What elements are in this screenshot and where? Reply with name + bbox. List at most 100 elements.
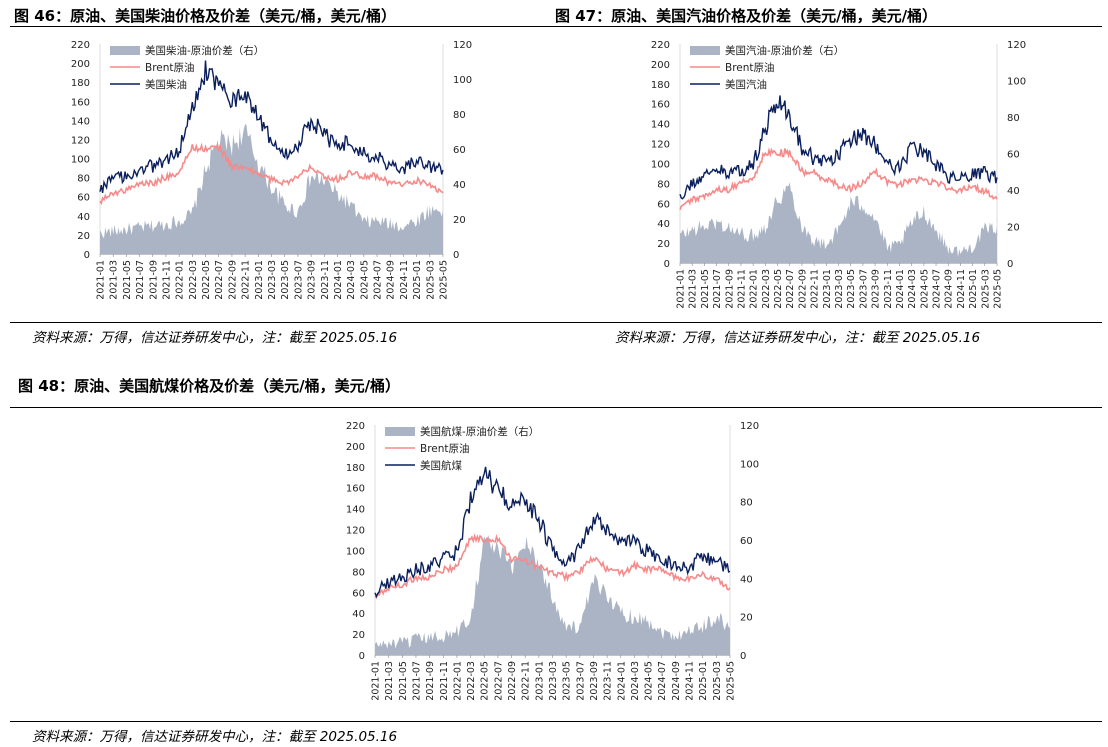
y-left-tick-label: 140 [71,116,90,127]
y-right-tick-label: 100 [1007,77,1026,88]
x-tick-label: 2023-01 [254,260,265,300]
y-left-tick-label: 160 [651,100,670,111]
y-right-tick-label: 120 [1007,40,1026,51]
x-tick-label: 2022-09 [227,260,238,300]
x-tick-label: 2021-07 [411,661,422,701]
y-left-tick-label: 160 [71,97,90,108]
x-tick-label: 2022-07 [785,269,796,309]
x-tick-label: 2023-03 [548,661,559,701]
series-product-line [679,95,998,200]
y-right-tick-label: 40 [1007,186,1020,197]
y-left-tick-label: 160 [346,484,365,495]
y-left-tick-label: 180 [71,78,90,89]
x-tick-label: 2024-11 [956,269,967,309]
legend-swatch-spread [110,46,140,55]
x-tick-label: 2025-03 [712,661,723,701]
x-tick-label: 2024-05 [359,260,370,300]
x-tick-label: 2025-05 [993,269,1004,309]
y-left-tick-label: 180 [651,80,670,91]
x-tick-label: 2024-01 [333,260,344,300]
y-right-tick-label: 100 [740,459,759,470]
y-left-tick-label: 120 [71,135,90,146]
x-tick-label: 2024-07 [373,260,384,300]
x-tick-label: 2024-07 [932,269,943,309]
y-right-tick-label: 60 [453,145,466,156]
figure-47-chart: 0 20 40 60 80 100 120 140 160 180 200 220 0 20 40 60 80 1… [651,40,1026,309]
x-tick-label: 2021-09 [148,260,159,300]
y-right-tick-label: 40 [453,180,466,191]
y-right-tick-label: 100 [453,75,472,86]
x-tick-label: 2022-05 [201,260,212,300]
legend-swatch-spread [385,427,415,436]
legend-label: 美国航煤 [420,459,462,472]
figure-48-title: 图 48：原油、美国航煤价格及价差（美元/桶，美元/桶） [18,377,401,395]
x-tick-label: 2023-01 [534,661,545,701]
x-tick-label: 2024-11 [399,260,410,300]
x-tick-label: 2025-01 [412,260,423,300]
figure-47-source: 资料来源：万得，信达证券研发中心，注：截至 2025.05.16 [615,330,981,346]
x-tick-label: 2021-07 [712,269,723,309]
x-tick-label: 2021-01 [96,260,107,300]
x-tick-label: 2025-01 [698,661,709,701]
x-tick-label: 2022-05 [480,661,491,701]
y-right-tick-label: 0 [740,651,746,662]
x-tick-label: 2023-05 [846,269,857,309]
series-spread-area [100,124,443,254]
x-tick-label: 2022-05 [773,269,784,309]
x-tick-label: 2021-01 [371,661,382,701]
y-left-tick-label: 140 [651,120,670,131]
x-tick-label: 2021-09 [425,661,436,701]
x-tick-label: 2023-05 [280,260,291,300]
legend-label: Brent原油 [145,61,195,74]
x-tick-label: 2022-07 [493,661,504,701]
legend-label: 美国柴油 [145,78,187,91]
y-left-tick-label: 80 [352,567,365,578]
figure-46-title: 图 46：原油、美国柴油价格及价差（美元/桶，美元/桶） [14,7,397,25]
y-left-tick-label: 220 [346,421,365,432]
figure-48-source: 资料来源：万得，信达证券研发中心，注：截至 2025.05.16 [32,729,398,745]
x-tick-label: 2021-11 [736,269,747,309]
x-tick-label: 2024-05 [919,269,930,309]
y-right-tick-label: 40 [740,574,753,585]
y-left-tick-label: 200 [346,442,365,453]
x-tick-label: 2022-09 [797,269,808,309]
x-tick-label: 2024-03 [346,260,357,300]
legend-label: Brent原油 [725,61,775,74]
x-tick-label: 2021-11 [161,260,172,300]
x-tick-label: 2022-01 [749,269,760,309]
y-left-tick-label: 0 [84,250,90,261]
y-right-tick-label: 80 [740,498,753,509]
y-right-tick-label: 20 [740,613,753,624]
y-left-tick-label: 20 [77,231,90,242]
x-tick-label: 2024-03 [907,269,918,309]
x-tick-label: 2022-01 [175,260,186,300]
y-left-tick-label: 60 [77,193,90,204]
x-tick-label: 2021-09 [724,269,735,309]
y-left-tick-label: 40 [77,212,90,223]
y-left-tick-label: 20 [657,239,670,250]
x-tick-label: 2024-01 [616,661,627,701]
x-tick-label: 2024-01 [895,269,906,309]
series-spread-area [375,535,730,655]
legend-label: 美国航煤-原油价差（右） [420,425,539,438]
y-left-tick-label: 60 [352,588,365,599]
figure-46-bottom-rule [10,322,570,323]
y-right-tick-label: 120 [453,40,472,51]
y-right-tick-label: 80 [453,110,466,121]
y-left-tick-label: 40 [352,609,365,620]
x-tick-label: 2025-03 [980,269,991,309]
x-tick-label: 2021-03 [688,269,699,309]
y-right-tick-label: 120 [740,421,759,432]
x-tick-label: 2022-01 [452,661,463,701]
legend-label: 美国汽油-原油价差（右） [725,44,844,57]
x-tick-label: 2021-03 [109,260,120,300]
x-tick-label: 2021-01 [676,269,687,309]
figure-46-source: 资料来源：万得，信达证券研发中心，注：截至 2025.05.16 [32,330,398,346]
x-tick-label: 2025-01 [968,269,979,309]
x-tick-label: 2023-11 [320,260,331,300]
x-tick-label: 2022-11 [810,269,821,309]
y-left-tick-label: 120 [346,526,365,537]
legend-swatch-spread [690,46,720,55]
x-tick-label: 2023-03 [267,260,278,300]
y-left-tick-label: 220 [651,40,670,51]
